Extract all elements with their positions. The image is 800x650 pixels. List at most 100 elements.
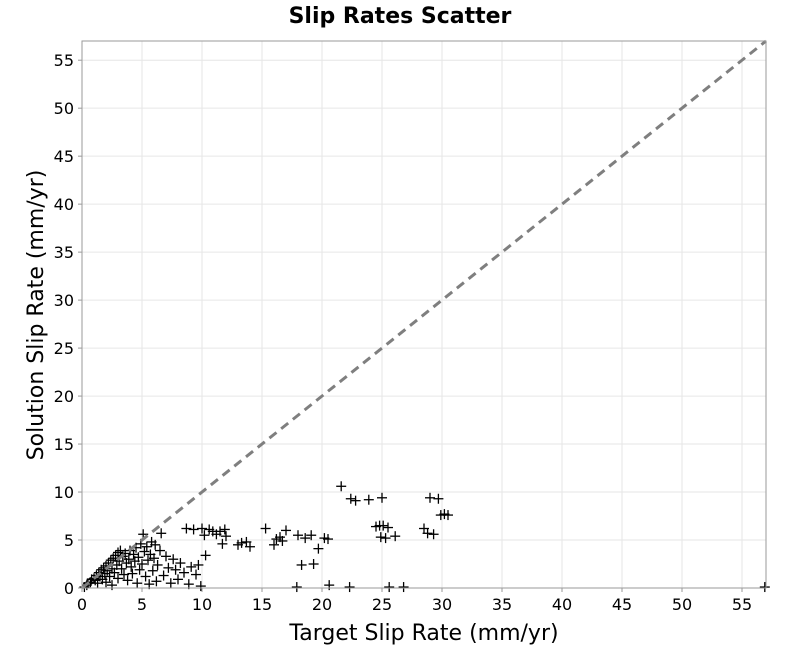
x-tick-label: 45 [612, 595, 632, 614]
y-tick-label: 15 [54, 435, 74, 454]
x-tick-label: 55 [732, 595, 752, 614]
data-point [269, 539, 279, 550]
data-point [147, 565, 158, 576]
data-point [144, 579, 155, 590]
data-point [398, 582, 409, 593]
y-axis-label: Solution Slip Rate (mm/yr) [24, 170, 49, 461]
data-point [109, 567, 120, 578]
data-point [422, 528, 433, 539]
y-tick-label: 25 [54, 339, 74, 358]
data-point [140, 571, 151, 582]
data-point [217, 538, 228, 549]
data-point [293, 530, 303, 541]
x-tick-label: 35 [492, 595, 512, 614]
data-point [122, 575, 133, 586]
data-point [425, 492, 435, 503]
data-point [101, 577, 111, 588]
data-points [79, 481, 770, 593]
data-point [281, 525, 291, 536]
y-tick-label: 30 [54, 291, 74, 310]
data-point [132, 578, 143, 589]
data-point [173, 574, 183, 585]
data-point [197, 523, 207, 534]
data-point [137, 559, 147, 570]
data-point [313, 543, 324, 554]
y-tick-label: 45 [54, 147, 74, 166]
data-point [221, 531, 231, 542]
data-point [150, 539, 161, 550]
x-axis-label: Target Slip Rate (mm/yr) [288, 621, 558, 646]
data-point [168, 554, 179, 565]
data-point [383, 522, 393, 533]
data-point [215, 526, 225, 537]
chart-title: Slip Rates Scatter [289, 4, 512, 29]
data-point [165, 578, 176, 589]
data-point [113, 573, 123, 584]
reference-line-y-equals-x [81, 39, 767, 590]
data-point [161, 551, 171, 562]
y-axis-ticks: 0 5 10 15 20 25 30 35 40 45 50 55 [54, 51, 82, 598]
data-point [133, 552, 144, 563]
y-tick-label: 50 [54, 99, 74, 118]
data-point [199, 530, 210, 541]
x-tick-label: 15 [252, 595, 272, 614]
x-tick-label: 0 [77, 595, 87, 614]
data-point [158, 570, 169, 581]
data-point [163, 562, 174, 573]
data-point [179, 567, 189, 578]
data-point [170, 564, 181, 575]
data-point [428, 529, 439, 540]
data-point [155, 545, 165, 556]
data-point [126, 561, 137, 572]
data-point [193, 559, 204, 570]
data-point [134, 564, 145, 575]
data-point [260, 523, 271, 534]
x-tick-label: 25 [372, 595, 392, 614]
data-point [380, 533, 391, 544]
y-tick-label: 55 [54, 51, 74, 70]
x-tick-label: 20 [312, 595, 332, 614]
data-point [291, 582, 302, 593]
data-point [152, 559, 163, 570]
data-point [151, 576, 162, 587]
data-point [277, 535, 288, 546]
data-point [443, 510, 453, 521]
data-point [195, 581, 206, 592]
data-point [191, 569, 201, 580]
y-tick-label: 40 [54, 195, 74, 214]
data-point [188, 524, 199, 535]
data-point [308, 559, 319, 570]
plot-area-border [81, 40, 767, 589]
y-tick-label: 10 [54, 483, 74, 502]
data-point [127, 568, 138, 579]
data-point [433, 493, 444, 504]
data-point [363, 494, 374, 505]
data-point [345, 493, 356, 504]
data-point [200, 550, 211, 561]
x-tick-label: 10 [192, 595, 212, 614]
data-point [183, 579, 194, 590]
y-tick-label: 35 [54, 243, 74, 262]
data-point [306, 530, 317, 541]
data-point [296, 559, 307, 570]
x-tick-label: 30 [432, 595, 452, 614]
data-point [350, 495, 361, 506]
data-point [116, 563, 127, 574]
data-point [181, 523, 192, 534]
data-point [344, 582, 355, 593]
data-point [186, 561, 197, 572]
y-tick-label: 5 [64, 531, 74, 550]
data-point [139, 546, 150, 557]
data-point [175, 558, 186, 569]
data-point [377, 492, 387, 503]
data-point [149, 553, 159, 564]
y-tick-label: 0 [64, 579, 74, 598]
data-point [300, 533, 311, 544]
x-tick-label: 50 [672, 595, 692, 614]
data-point [336, 481, 347, 492]
data-point [378, 520, 389, 531]
x-tick-label: 40 [552, 595, 572, 614]
data-point [323, 534, 333, 545]
data-point [236, 537, 247, 548]
